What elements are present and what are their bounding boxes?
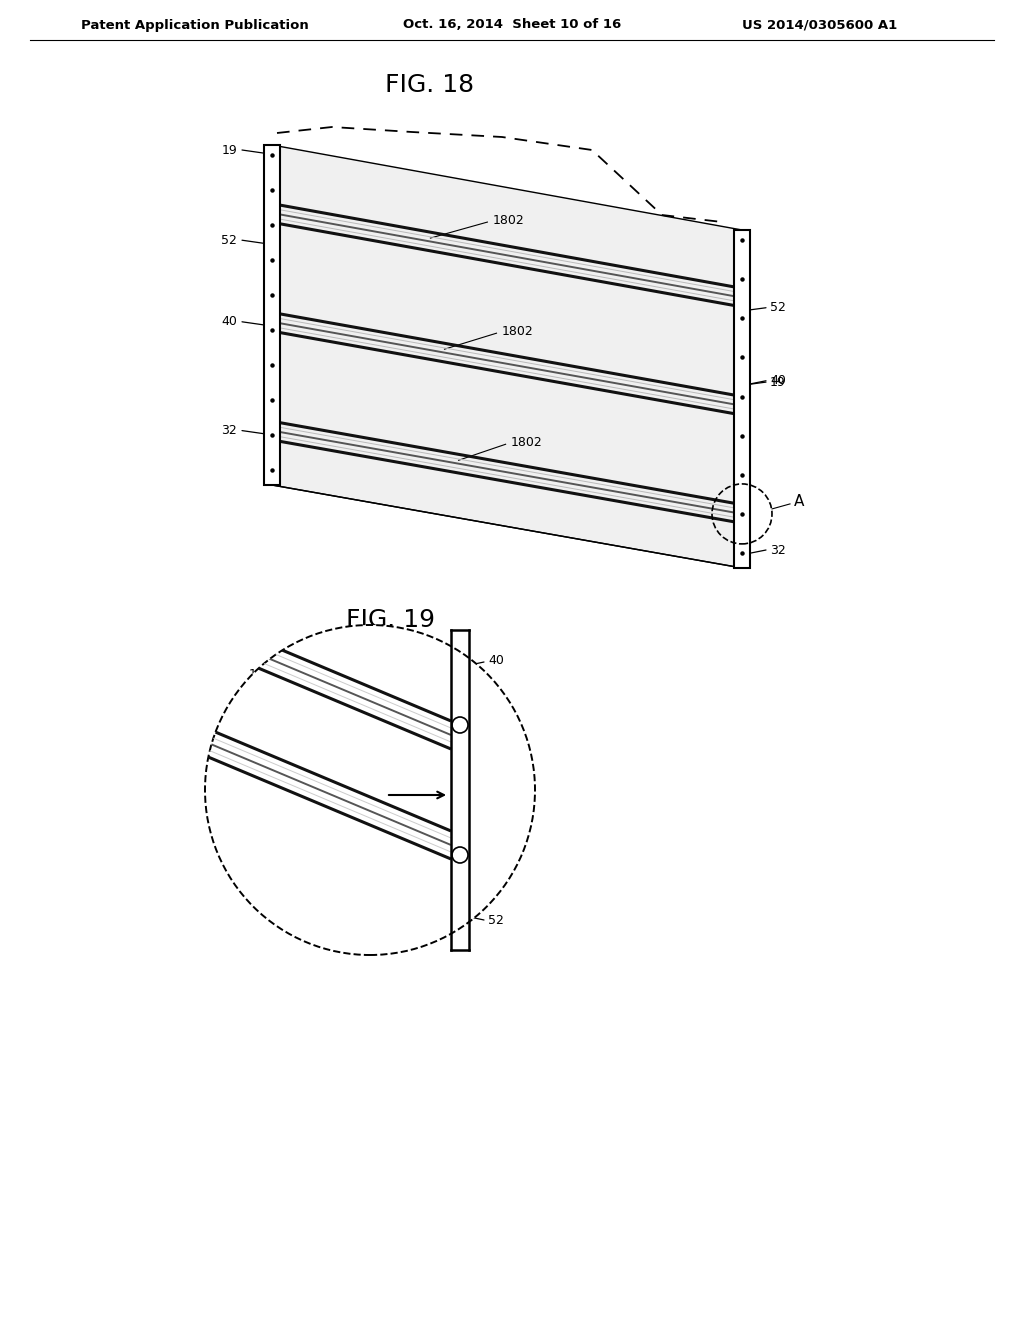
Text: 1806: 1806: [318, 830, 350, 843]
Text: 19: 19: [221, 144, 237, 157]
Text: 32: 32: [221, 424, 237, 437]
Text: 1804: 1804: [488, 799, 520, 812]
Text: 52: 52: [488, 913, 504, 927]
Text: 40: 40: [488, 653, 504, 667]
Text: 32: 32: [770, 544, 785, 557]
Text: Patent Application Publication: Patent Application Publication: [81, 18, 309, 32]
Bar: [264, 145, 280, 484]
Text: 1802: 1802: [248, 668, 280, 681]
Text: A: A: [794, 495, 805, 510]
Text: 32: 32: [488, 723, 504, 737]
Text: FIG. 18: FIG. 18: [385, 73, 474, 96]
Polygon shape: [272, 145, 742, 568]
Text: 1802: 1802: [502, 325, 534, 338]
Text: 52: 52: [221, 234, 237, 247]
Text: 52: 52: [770, 301, 785, 314]
Text: 1802: 1802: [511, 436, 543, 449]
Text: 1802: 1802: [493, 214, 524, 227]
Text: Oct. 16, 2014  Sheet 10 of 16: Oct. 16, 2014 Sheet 10 of 16: [402, 18, 622, 32]
Text: 40: 40: [221, 315, 237, 329]
Text: 19: 19: [770, 376, 785, 388]
Bar: [734, 230, 750, 568]
Circle shape: [205, 624, 535, 954]
Text: US 2014/0305600 A1: US 2014/0305600 A1: [742, 18, 898, 32]
Text: 40: 40: [770, 375, 785, 387]
Text: FIG. 19: FIG. 19: [345, 609, 434, 632]
